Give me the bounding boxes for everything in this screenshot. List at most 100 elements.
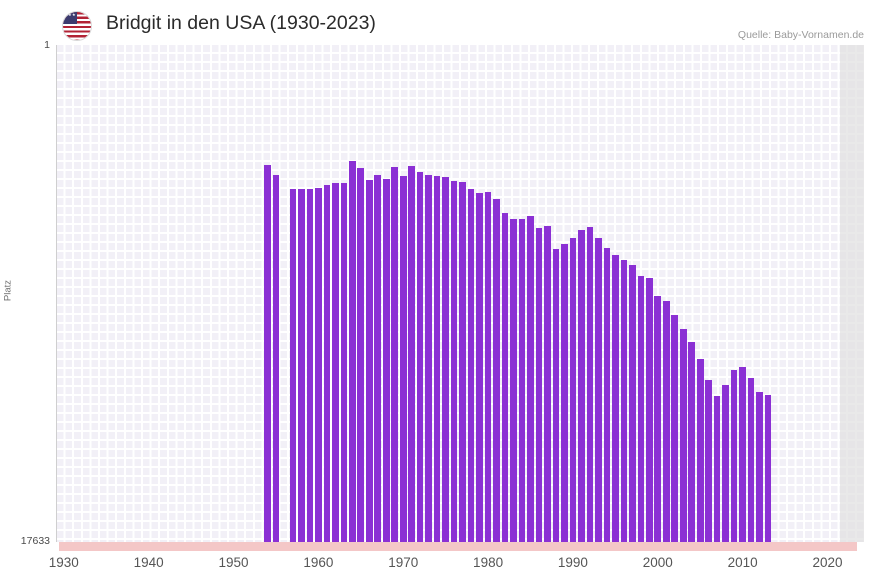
x-axis-label: 2000 bbox=[642, 555, 673, 570]
x-tick-marker bbox=[110, 542, 120, 551]
x-tick-marker bbox=[254, 542, 264, 551]
future-shaded-band bbox=[840, 45, 864, 542]
bar bbox=[620, 260, 628, 542]
bar bbox=[467, 189, 475, 542]
bar bbox=[323, 184, 331, 542]
y-axis-top-label: 1 bbox=[44, 39, 50, 51]
x-tick-marker bbox=[526, 542, 535, 551]
x-tick-marker bbox=[178, 542, 188, 551]
x-tick-marker bbox=[848, 542, 858, 551]
x-tick-marker bbox=[161, 542, 171, 551]
x-tick-marker bbox=[661, 542, 671, 551]
x-tick-marker bbox=[542, 542, 552, 551]
bar bbox=[382, 178, 390, 542]
bar bbox=[756, 391, 763, 542]
x-tick-marker bbox=[593, 542, 603, 551]
x-tick-marker bbox=[839, 542, 849, 551]
bar bbox=[730, 370, 738, 542]
x-axis-label: 1990 bbox=[557, 555, 588, 570]
bar bbox=[739, 367, 746, 542]
x-tick-marker bbox=[186, 542, 196, 551]
bar bbox=[569, 237, 577, 542]
bar-series bbox=[57, 45, 864, 542]
bar bbox=[348, 161, 356, 542]
x-tick-marker bbox=[755, 542, 765, 551]
x-tick-marker bbox=[500, 542, 510, 551]
x-tick-marker bbox=[245, 542, 255, 551]
x-tick-marker bbox=[797, 542, 807, 551]
bar bbox=[612, 255, 619, 542]
bar bbox=[306, 189, 314, 542]
x-tick-marker bbox=[101, 542, 111, 551]
bar bbox=[425, 175, 432, 542]
x-tick-marker bbox=[118, 542, 128, 551]
usa-flag-icon: ★★★★★★★★★★★★★★★ bbox=[62, 11, 92, 41]
x-tick-marker bbox=[415, 542, 425, 551]
x-axis-label: 2020 bbox=[812, 555, 843, 570]
x-tick-marker bbox=[262, 542, 272, 551]
plot-area bbox=[57, 45, 864, 542]
bar bbox=[459, 182, 466, 542]
x-tick-marker bbox=[678, 542, 688, 551]
x-tick-marker bbox=[644, 542, 654, 551]
x-tick-marker bbox=[203, 542, 213, 551]
bar bbox=[450, 181, 458, 542]
bar bbox=[645, 277, 653, 542]
x-tick-marker bbox=[729, 542, 739, 551]
x-tick-marker bbox=[458, 542, 468, 551]
x-tick-marker bbox=[59, 542, 69, 551]
x-tick-marker bbox=[67, 542, 77, 551]
x-tick-marker bbox=[381, 542, 391, 551]
x-tick-marker bbox=[296, 542, 306, 551]
x-axis-label: 1960 bbox=[303, 555, 334, 570]
x-tick-marker bbox=[313, 542, 323, 551]
x-axis-label: 1930 bbox=[48, 555, 79, 570]
x-tick-marker bbox=[483, 542, 493, 551]
page-title: Bridgit in den USA (1930-2023) bbox=[106, 12, 376, 34]
bar bbox=[654, 295, 662, 542]
x-tick-marker bbox=[441, 542, 451, 551]
bar bbox=[399, 176, 407, 542]
x-tick-marker bbox=[568, 542, 578, 551]
x-tick-marker bbox=[373, 542, 383, 551]
bar bbox=[332, 183, 339, 542]
x-tick-marker bbox=[636, 542, 646, 551]
bar bbox=[561, 243, 568, 542]
flag-canton bbox=[63, 12, 77, 24]
bar bbox=[391, 167, 399, 542]
bar bbox=[671, 315, 679, 542]
x-tick-marker bbox=[585, 542, 595, 551]
x-tick-marker bbox=[288, 542, 298, 551]
x-tick-marker bbox=[602, 542, 612, 551]
x-tick-marker bbox=[271, 542, 281, 551]
bar bbox=[705, 380, 712, 542]
x-tick-marker bbox=[220, 542, 230, 551]
bar bbox=[408, 166, 415, 542]
x-tick-marker bbox=[364, 542, 374, 551]
bar bbox=[679, 328, 687, 542]
x-tick-marker bbox=[559, 542, 569, 551]
x-axis-label: 1950 bbox=[218, 555, 249, 570]
y-axis-title: Platz bbox=[2, 279, 14, 302]
x-tick-marker bbox=[823, 542, 832, 551]
y-axis-bottom-label: 17633 bbox=[20, 535, 50, 547]
x-tick-marker bbox=[492, 542, 502, 551]
bar bbox=[501, 212, 509, 542]
x-tick-marker bbox=[84, 542, 94, 551]
x-tick-marker bbox=[789, 542, 799, 551]
x-tick-marker bbox=[551, 542, 561, 551]
x-tick-marker bbox=[390, 542, 400, 551]
x-tick-marker bbox=[763, 542, 773, 551]
x-tick-marker bbox=[449, 542, 459, 551]
bar bbox=[340, 182, 348, 542]
y-axis-line bbox=[56, 45, 57, 542]
bar bbox=[374, 174, 382, 542]
bar bbox=[357, 167, 365, 542]
x-tick-marker bbox=[305, 542, 315, 551]
bar bbox=[595, 238, 602, 542]
x-tick-marker bbox=[780, 542, 790, 551]
x-tick-marker bbox=[831, 542, 841, 551]
x-tick-marker bbox=[169, 542, 179, 551]
x-tick-marker bbox=[712, 542, 722, 551]
